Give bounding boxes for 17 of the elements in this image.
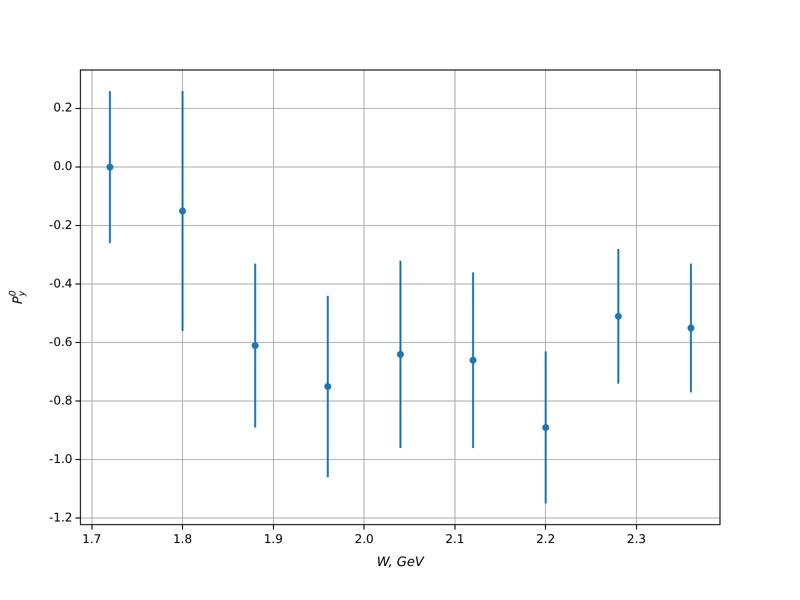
x-tick-label: 2.0 [354,532,374,546]
x-tick-label: 1.7 [82,532,102,546]
y-tick-label: -0.4 [48,276,72,290]
x-tick-label: 1.8 [173,532,192,546]
x-tick-label: 2.2 [536,532,556,546]
y-tick-label: -1.2 [48,510,72,524]
x-axis-title: W, GeV [376,554,425,570]
y-tick-label: -0.8 [48,393,72,408]
y-axis-title: Py0 [8,290,28,304]
x-tick-label: 1.9 [264,532,283,546]
y-tick-label: -0.6 [48,334,72,349]
y-tick-label: -1.0 [48,452,72,466]
y-tick-label: 0.0 [53,159,72,174]
y-tick-label: 0.2 [53,100,72,115]
x-tick-label: 2.3 [626,532,646,546]
x-tick-label: 2.1 [445,532,464,546]
y-tick-label: -0.2 [48,218,72,232]
